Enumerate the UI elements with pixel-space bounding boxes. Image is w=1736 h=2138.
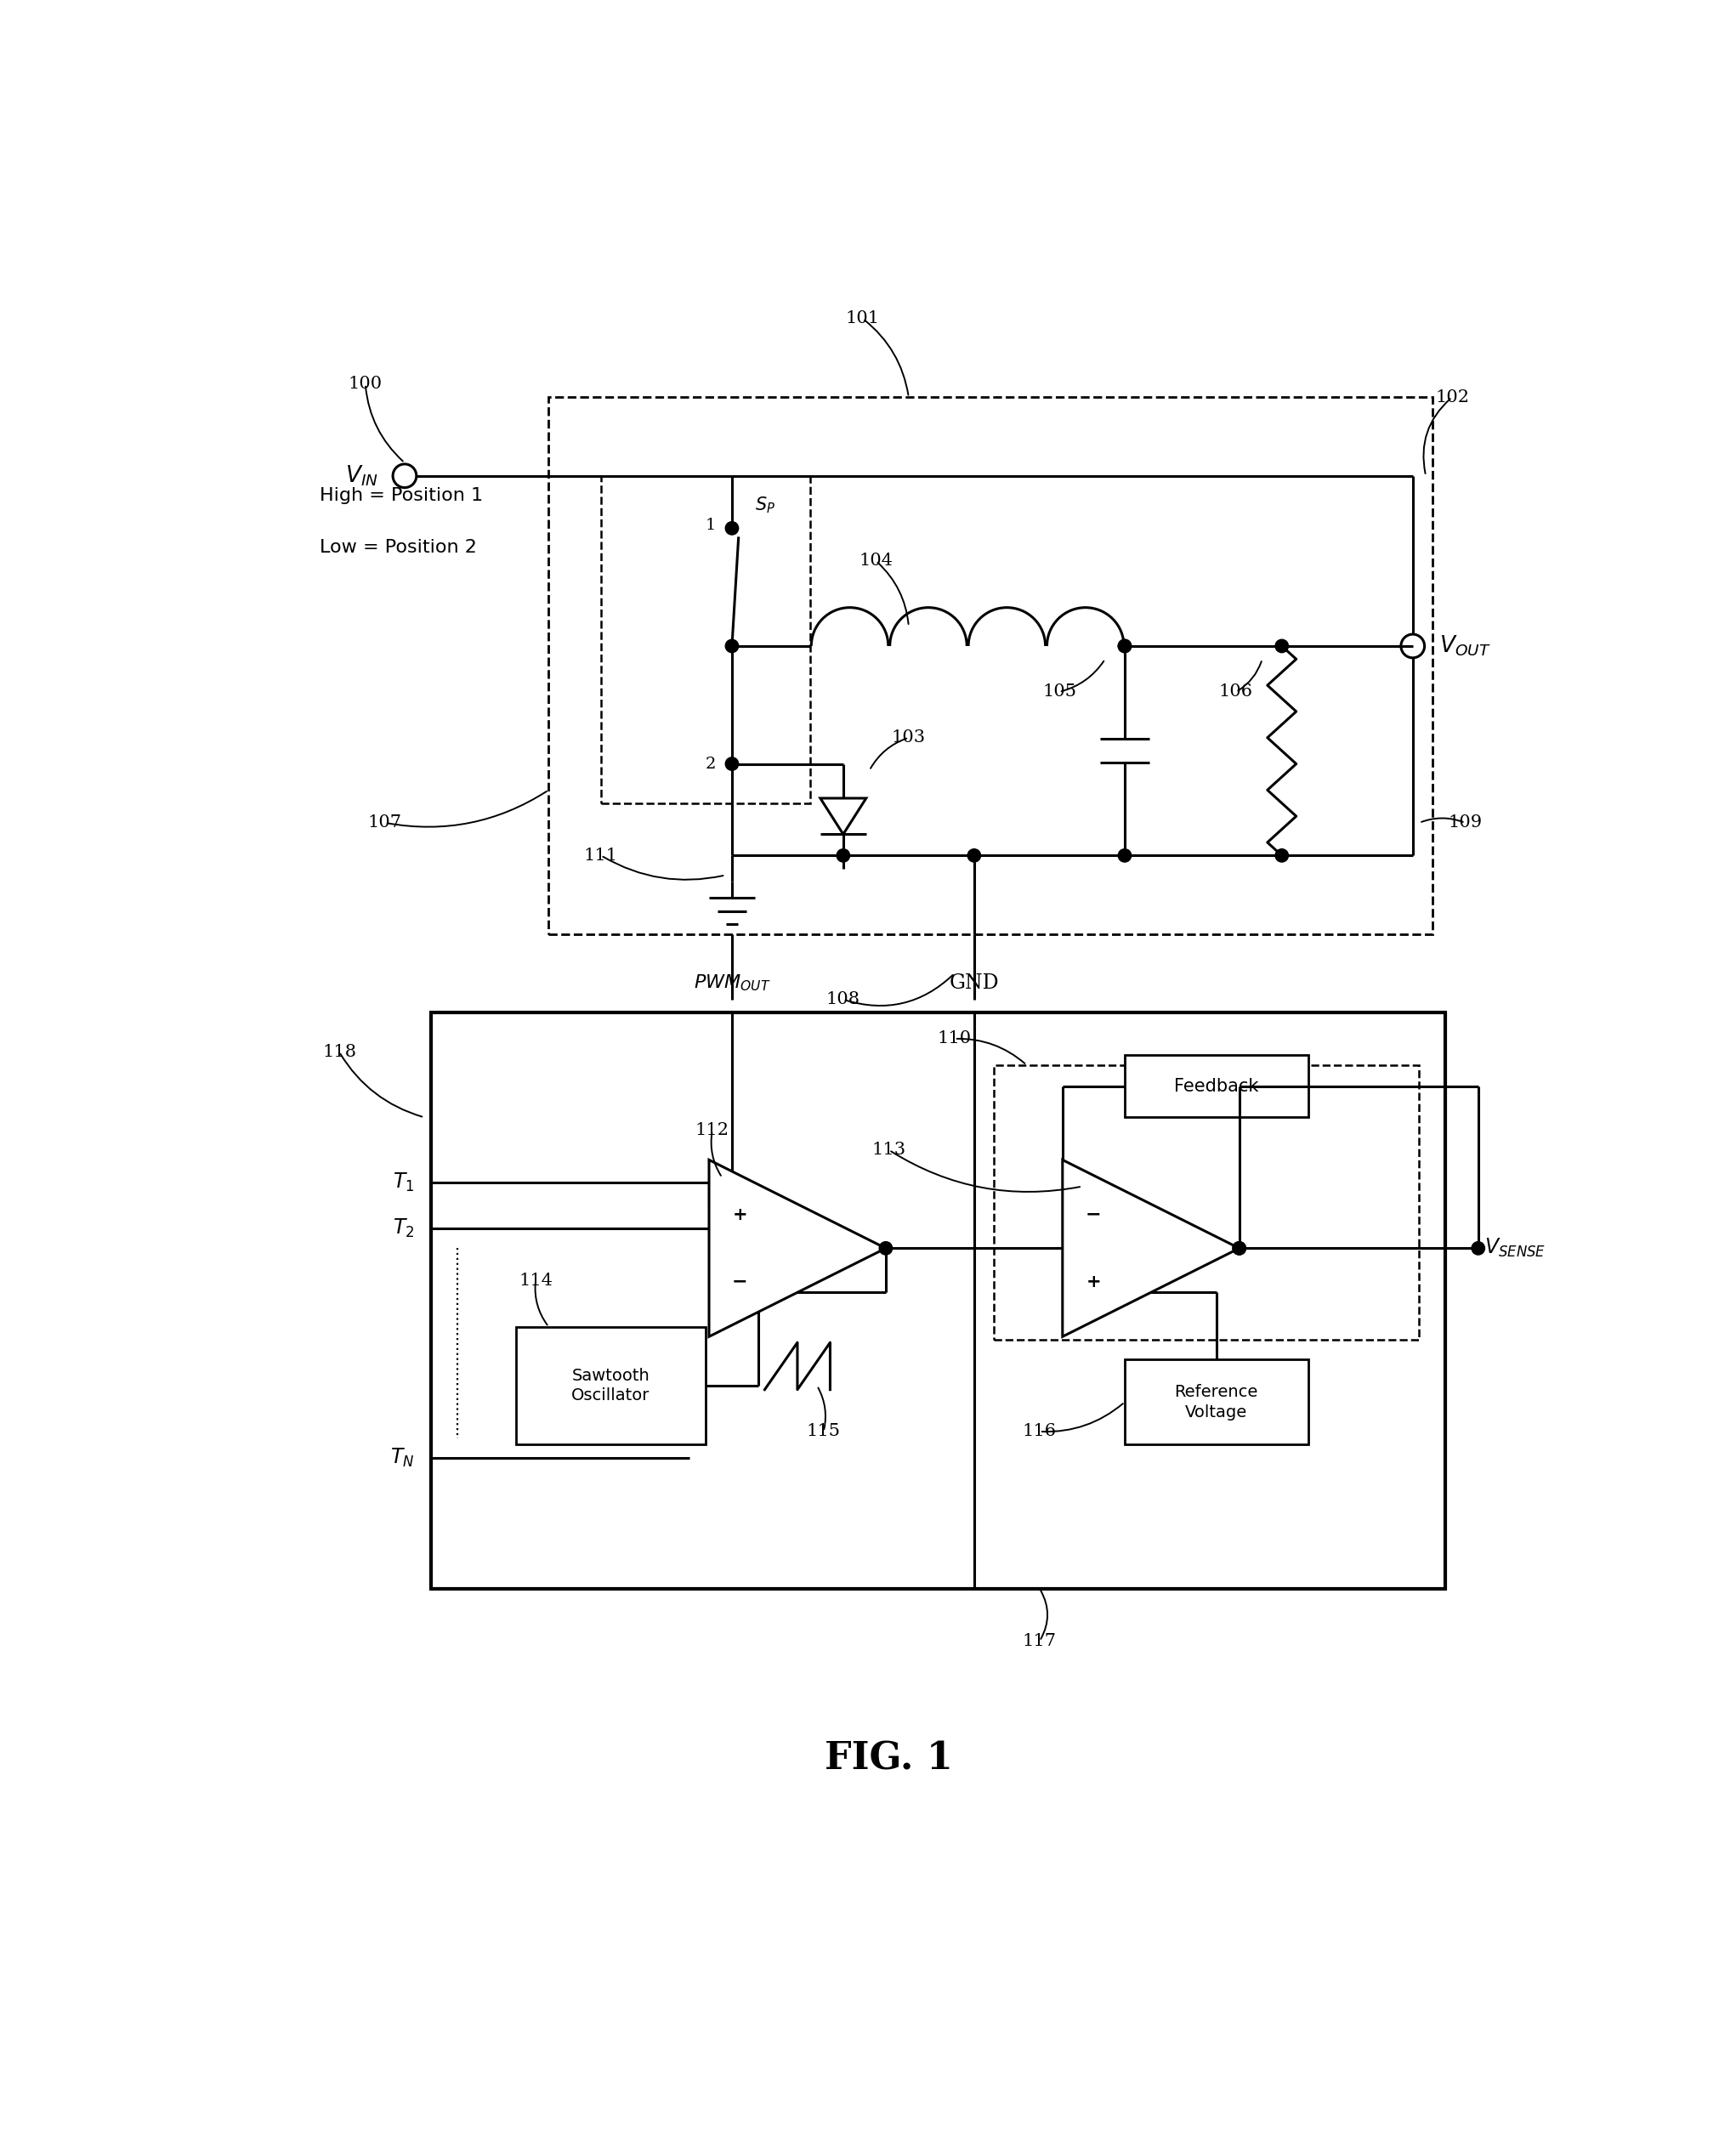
- Text: Feedback: Feedback: [1174, 1078, 1259, 1095]
- Circle shape: [1472, 1242, 1484, 1255]
- Circle shape: [726, 757, 738, 770]
- Text: +: +: [1087, 1274, 1101, 1291]
- Circle shape: [1276, 639, 1288, 652]
- Text: $T_1$: $T_1$: [392, 1172, 415, 1193]
- Bar: [549, 398, 1432, 934]
- Bar: [516, 1328, 707, 1445]
- Text: FIG. 1: FIG. 1: [825, 1740, 953, 1777]
- Bar: [993, 1065, 1420, 1341]
- Text: $S_P$: $S_P$: [755, 496, 776, 515]
- Text: $V_{IN}$: $V_{IN}$: [345, 464, 378, 487]
- Text: Reference
Voltage: Reference Voltage: [1175, 1383, 1259, 1420]
- Bar: [431, 1013, 1446, 1589]
- Circle shape: [1118, 639, 1132, 652]
- Text: $V_{OUT}$: $V_{OUT}$: [1439, 635, 1491, 659]
- Text: 106: 106: [1219, 684, 1253, 699]
- Text: 118: 118: [323, 1043, 356, 1060]
- Text: 107: 107: [368, 815, 403, 832]
- Text: 105: 105: [1042, 684, 1076, 699]
- Text: 109: 109: [1448, 815, 1483, 832]
- Text: 111: 111: [583, 847, 618, 864]
- Circle shape: [878, 1242, 892, 1255]
- Text: 1: 1: [705, 517, 715, 532]
- Circle shape: [726, 639, 738, 652]
- Text: $T_N$: $T_N$: [391, 1447, 415, 1469]
- Text: 110: 110: [937, 1031, 972, 1048]
- Bar: [601, 477, 811, 804]
- Text: 104: 104: [859, 554, 892, 569]
- Text: High = Position 1: High = Position 1: [319, 487, 483, 505]
- Text: 113: 113: [871, 1142, 906, 1159]
- Circle shape: [726, 522, 738, 534]
- Polygon shape: [821, 797, 866, 834]
- Text: −: −: [1085, 1206, 1101, 1223]
- Text: $V_{SENSE}$: $V_{SENSE}$: [1484, 1238, 1547, 1259]
- Circle shape: [1233, 1242, 1246, 1255]
- Bar: [1125, 1360, 1307, 1445]
- Text: +: +: [733, 1206, 748, 1223]
- Circle shape: [1233, 1242, 1246, 1255]
- Circle shape: [837, 849, 849, 862]
- Text: 108: 108: [826, 992, 861, 1007]
- Text: $T_2$: $T_2$: [392, 1217, 415, 1240]
- Text: GND: GND: [950, 973, 998, 992]
- Text: Sawtooth
Oscillator: Sawtooth Oscillator: [571, 1368, 649, 1405]
- Circle shape: [1118, 849, 1132, 862]
- Text: 115: 115: [807, 1424, 840, 1439]
- Circle shape: [1118, 639, 1132, 652]
- Circle shape: [1276, 849, 1288, 862]
- Polygon shape: [1062, 1161, 1240, 1336]
- Text: 117: 117: [1023, 1633, 1057, 1648]
- Bar: [1125, 1056, 1307, 1118]
- Text: 102: 102: [1436, 389, 1469, 406]
- Text: 112: 112: [696, 1122, 729, 1140]
- Text: $PWM_{OUT}$: $PWM_{OUT}$: [693, 973, 771, 992]
- Circle shape: [967, 849, 981, 862]
- Text: Low = Position 2: Low = Position 2: [319, 539, 477, 556]
- Text: 101: 101: [845, 310, 880, 327]
- Text: 100: 100: [349, 376, 382, 391]
- Text: 116: 116: [1023, 1424, 1057, 1439]
- Text: 103: 103: [892, 729, 925, 746]
- Text: −: −: [733, 1274, 748, 1291]
- Polygon shape: [708, 1161, 885, 1336]
- Text: 114: 114: [519, 1272, 552, 1289]
- Text: 2: 2: [705, 757, 715, 772]
